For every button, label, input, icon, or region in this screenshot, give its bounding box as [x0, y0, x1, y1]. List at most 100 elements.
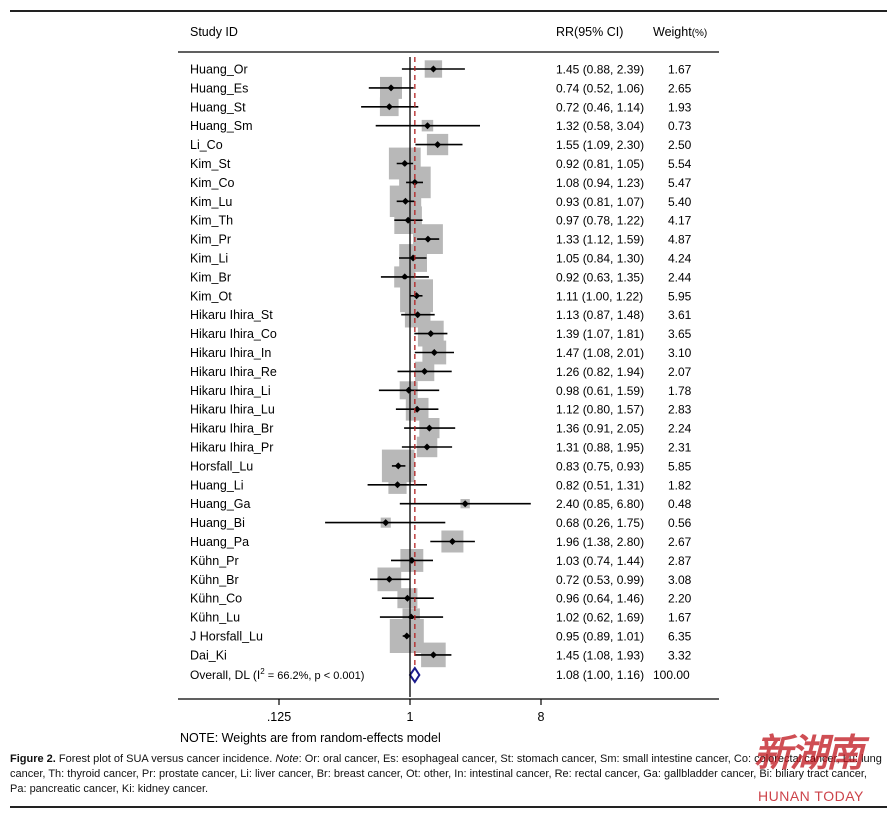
study-label: Huang_Pa: [190, 535, 249, 549]
header-weight-label: Weight: [653, 25, 692, 39]
study-rr-ci: 1.12 (0.80, 1.57): [556, 403, 644, 417]
header-weight: Weight(%): [653, 25, 707, 39]
overall-label-suffix: = 66.2%, p < 0.001): [265, 670, 365, 682]
study-row: Kim_Br 0.92 (0.63, 1.35) 2.44: [190, 266, 692, 288]
point-estimate: [430, 349, 438, 356]
study-label: Kim_Th: [190, 214, 233, 228]
study-weight: 0.56: [668, 516, 692, 530]
watermark-chinese-logo: 新湖南: [754, 730, 864, 775]
study-label: Kim_Ot: [190, 289, 232, 303]
study-label: Dai_Ki: [190, 648, 227, 662]
study-row: Huang_Es 0.74 (0.52, 1.06) 2.65: [190, 76, 692, 99]
study-label: Huang_Or: [190, 63, 248, 77]
study-label: J Horsfall_Lu: [190, 630, 263, 644]
point-estimate: [421, 367, 429, 375]
point-estimate: [434, 141, 442, 149]
study-weight: 5.40: [668, 195, 692, 209]
study-rr-ci: 1.13 (0.87, 1.48): [556, 308, 644, 322]
x-tick-label: 8: [538, 710, 545, 724]
study-row: Hikaru Ihira_Re 1.26 (0.82, 1.94) 2.07: [190, 361, 692, 382]
study-label: Kim_St: [190, 157, 231, 171]
study-label: Huang_Li: [190, 478, 244, 492]
point-estimate: [403, 632, 411, 640]
study-row: Kim_Pr 1.33 (1.12, 1.59) 4.87: [190, 224, 692, 254]
top-rule: [10, 10, 887, 12]
caption-text-before-note: Forest plot of SUA versus cancer inciden…: [55, 753, 276, 765]
study-weight: 3.61: [668, 308, 692, 322]
study-rr-ci: 0.68 (0.26, 1.75): [556, 516, 644, 530]
study-weight: 1.93: [668, 100, 692, 114]
study-row: Kim_Th 0.97 (0.78, 1.22) 4.17: [190, 206, 692, 234]
study-label: Horsfall_Lu: [190, 459, 253, 473]
study-row: Huang_Pa 1.96 (1.38, 2.80) 2.67: [190, 530, 692, 553]
study-label: Kim_Co: [190, 176, 235, 190]
study-row: Hikaru Ihira_Lu 1.12 (0.80, 1.57) 2.83: [190, 397, 692, 421]
study-rr-ci: 1.32 (0.58, 3.04): [556, 119, 644, 133]
point-estimate: [403, 594, 411, 602]
study-rr-ci: 0.72 (0.53, 0.99): [556, 573, 644, 587]
study-label: Kühn_Lu: [190, 611, 240, 625]
study-rr-ci: 0.74 (0.52, 1.06): [556, 81, 644, 95]
study-rr-ci: 0.82 (0.51, 1.31): [556, 478, 644, 492]
study-rr-ci: 0.92 (0.81, 1.05): [556, 157, 644, 171]
point-estimate: [387, 84, 395, 92]
study-row: Kim_Co 1.08 (0.94, 1.23) 5.47: [190, 166, 692, 199]
point-estimate: [427, 330, 435, 338]
study-rr-ci: 1.39 (1.07, 1.81): [556, 327, 644, 341]
study-row: Kühn_Lu 1.02 (0.62, 1.69) 1.67: [190, 608, 692, 626]
point-estimate: [424, 235, 432, 243]
point-estimate: [385, 103, 393, 111]
point-estimate: [385, 575, 393, 583]
study-label: Huang_Bi: [190, 516, 245, 530]
study-row: Hikaru Ihira_Pr 1.31 (0.88, 1.95) 2.31: [190, 436, 692, 458]
figure-caption: Figure 2. Forest plot of SUA versus canc…: [10, 752, 885, 797]
study-weight: 1.67: [668, 611, 692, 625]
study-label: Hikaru Ihira_St: [190, 308, 273, 322]
study-row: Kim_Lu 0.93 (0.81, 1.07) 5.40: [190, 185, 692, 217]
study-weight: 2.83: [668, 403, 692, 417]
study-rr-ci: 0.98 (0.61, 1.59): [556, 384, 644, 398]
study-weight: 3.32: [668, 648, 692, 662]
study-label: Kim_Br: [190, 270, 231, 284]
study-row: Huang_Li 0.82 (0.51, 1.31) 1.82: [190, 475, 692, 494]
study-rr-ci: 1.96 (1.38, 2.80): [556, 535, 644, 549]
header-rr-ci: RR(95% CI): [556, 25, 623, 39]
study-weight: 6.35: [668, 630, 692, 644]
point-estimate: [414, 311, 422, 319]
header-weight-unit: (%): [692, 28, 708, 39]
study-label: Hikaru Ihira_Lu: [190, 403, 275, 417]
study-rr-ci: 0.95 (0.89, 1.01): [556, 630, 644, 644]
forest-plot: Study ID RR(95% CI) Weight(%) Huang_Or 1.…: [178, 25, 719, 745]
study-rr-ci: 1.26 (0.82, 1.94): [556, 365, 644, 379]
study-rr-ci: 0.72 (0.46, 1.14): [556, 100, 644, 114]
study-label: Hikaru Ihira_Co: [190, 327, 277, 341]
study-weight: 1.67: [668, 63, 692, 77]
study-rr-ci: 0.93 (0.81, 1.07): [556, 195, 644, 209]
study-label: Hikaru Ihira_Br: [190, 422, 273, 436]
study-rr-ci: 0.92 (0.63, 1.35): [556, 270, 644, 284]
study-weight: 2.50: [668, 138, 692, 152]
study-label: Hikaru Ihira_Pr: [190, 441, 273, 455]
study-label: Kühn_Pr: [190, 554, 239, 568]
study-row: Huang_St 0.72 (0.46, 1.14) 1.93: [190, 97, 692, 117]
point-estimate: [448, 538, 456, 545]
overall-label-prefix: Overall, DL (I: [190, 668, 260, 682]
point-estimate: [382, 519, 390, 527]
overall-row: Overall, DL (I2 = 66.2%, p < 0.001) 1.08…: [190, 666, 690, 684]
study-row: Kühn_Pr 1.03 (0.74, 1.44) 2.87: [190, 549, 692, 572]
study-label: Hikaru Ihira_In: [190, 346, 271, 360]
study-label: Li_Co: [190, 138, 223, 152]
study-label: Hikaru Ihira_Li: [190, 384, 271, 398]
study-row: Kühn_Br 0.72 (0.53, 0.99) 3.08: [190, 567, 692, 592]
study-label: Kim_Li: [190, 252, 228, 266]
study-rr-ci: 1.45 (0.88, 2.39): [556, 63, 644, 77]
study-row: Huang_Bi 0.68 (0.26, 1.75) 0.56: [190, 516, 692, 530]
study-weight: 3.08: [668, 573, 692, 587]
study-label: Huang_Sm: [190, 119, 253, 133]
x-tick-label: 1: [407, 710, 414, 724]
study-row: Horsfall_Lu 0.83 (0.75, 0.93) 5.85: [190, 449, 692, 483]
study-label: Kühn_Co: [190, 592, 242, 606]
study-weight: 0.73: [668, 119, 692, 133]
x-axis: .125 1 8: [178, 698, 719, 724]
study-weight: 5.54: [668, 157, 692, 171]
